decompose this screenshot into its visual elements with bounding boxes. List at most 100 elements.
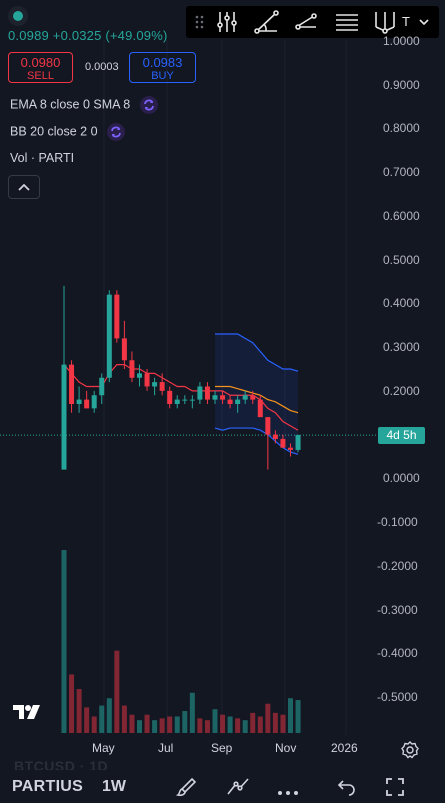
- refresh-icon[interactable]: [139, 96, 158, 114]
- candle-body: [288, 447, 293, 450]
- volume-bar: [227, 716, 233, 733]
- buy-label: BUY: [151, 70, 174, 82]
- buy-button[interactable]: 0.0983 BUY: [129, 52, 196, 83]
- bb-indicator-legend[interactable]: BB 20 close 2 0: [10, 123, 126, 141]
- volume-bar: [99, 705, 105, 733]
- sell-price: 0.0980: [20, 55, 61, 70]
- time-tick-label: May: [92, 741, 115, 755]
- candle-body: [227, 399, 233, 404]
- volume-bar: [189, 692, 195, 733]
- candle-body: [167, 390, 173, 404]
- candle-body: [137, 373, 142, 378]
- candle-body: [250, 395, 256, 400]
- candle-body: [212, 395, 218, 400]
- volume-bar: [272, 712, 278, 733]
- pitchfork-tool-icon[interactable]: [372, 9, 398, 35]
- time-tick-label: Nov: [275, 741, 297, 755]
- candle-body: [129, 360, 135, 378]
- price-tick-label: 0.5000: [383, 252, 420, 267]
- interval-button[interactable]: 1W: [102, 778, 126, 795]
- volume-bar: [295, 700, 301, 733]
- trend-draw-icon[interactable]: [226, 776, 250, 798]
- time-tick-label: 2026: [331, 741, 358, 755]
- candle-body: [114, 294, 120, 339]
- price-tick-label: 0.8000: [383, 121, 420, 136]
- volume-bar: [288, 698, 293, 733]
- candle-body: [174, 399, 180, 404]
- undo-icon[interactable]: [334, 776, 356, 798]
- drawing-toolbar: T: [186, 6, 439, 38]
- candle-body: [91, 395, 97, 409]
- price-tick-label: -0.2000: [377, 558, 418, 573]
- candle-body: [272, 434, 278, 439]
- price-tick-label: -0.3000: [377, 602, 418, 617]
- drag-handle-icon[interactable]: [190, 9, 216, 35]
- spread-value: 0.0003: [85, 61, 119, 73]
- volume-bar: [257, 716, 263, 733]
- brush-icon[interactable]: [175, 776, 198, 798]
- price-tick-label: -0.1000: [377, 515, 418, 530]
- candle-body: [242, 395, 248, 400]
- price-tick-label: 0.0000: [383, 471, 420, 486]
- volume-bar: [220, 714, 226, 733]
- live-status-icon: [8, 6, 28, 26]
- candle-body: [99, 377, 105, 396]
- refresh-icon[interactable]: [107, 123, 126, 141]
- volume-bar: [129, 714, 135, 733]
- bb-upper-line: [215, 333, 299, 372]
- candle-body: [182, 399, 188, 401]
- candle-body: [257, 399, 263, 418]
- candle-body: [235, 399, 241, 404]
- candle-body: [69, 364, 75, 404]
- last-price: 0.0989: [8, 28, 49, 43]
- candle-body: [204, 386, 210, 400]
- candle-body: [197, 386, 203, 400]
- ma-indicator-label: EMA 8 close 0 SMA 8: [10, 97, 131, 112]
- candle-body: [144, 373, 150, 387]
- candle-body: [61, 364, 67, 470]
- symbol-button[interactable]: PARTIUS: [12, 778, 84, 795]
- price-tick-label: 0.3000: [383, 340, 420, 355]
- volume-bar: [197, 718, 203, 733]
- volume-bar: [159, 718, 165, 733]
- volume-bar: [250, 712, 256, 733]
- trend-angle-tool-icon[interactable]: [254, 9, 280, 35]
- volume-bar: [152, 720, 158, 733]
- volume-bar: [137, 720, 142, 733]
- candle-body: [159, 382, 165, 391]
- time-tick-label: Jul: [158, 741, 174, 755]
- ma-indicator-legend[interactable]: EMA 8 close 0 SMA 8: [10, 96, 158, 114]
- candle-body: [121, 338, 127, 361]
- sell-button[interactable]: 0.0980 SELL: [8, 52, 73, 83]
- trend-line-tool-icon[interactable]: [293, 9, 319, 35]
- volume-bar: [167, 716, 173, 733]
- volume-bar: [69, 674, 75, 733]
- volume-bar: [91, 716, 97, 733]
- collapse-legend-button[interactable]: [8, 175, 40, 199]
- candle-body: [280, 438, 286, 448]
- candle-body: [220, 395, 226, 400]
- fullscreen-icon[interactable]: [384, 776, 406, 798]
- horizontal-lines-tool-icon[interactable]: [334, 9, 360, 35]
- volume-bar: [182, 711, 188, 733]
- bb-basis-line: [215, 385, 299, 414]
- price-change: +0.0325 (+49.09%): [52, 28, 168, 43]
- sell-label: SELL: [27, 70, 54, 82]
- volume-bar: [114, 650, 120, 733]
- symbol-dropdown[interactable]: T: [398, 9, 436, 35]
- volume-bar: [121, 705, 127, 733]
- volume-bar: [204, 720, 210, 733]
- indicators-tool-icon[interactable]: [214, 9, 240, 35]
- price-tick-label: 1.0000: [383, 34, 420, 48]
- countdown-price-tag: 4d 5h: [378, 427, 425, 444]
- volume-bar: [212, 709, 218, 733]
- settings-gear-icon[interactable]: [400, 740, 420, 760]
- price-tick-label: 0.7000: [383, 165, 420, 180]
- candle-body: [84, 399, 90, 409]
- volume-bar: [265, 703, 271, 733]
- volume-bar: [242, 720, 248, 733]
- volume-indicator-label[interactable]: Vol · PARTI: [10, 151, 75, 165]
- volume-bar: [84, 707, 90, 733]
- more-icon[interactable]: [276, 784, 300, 795]
